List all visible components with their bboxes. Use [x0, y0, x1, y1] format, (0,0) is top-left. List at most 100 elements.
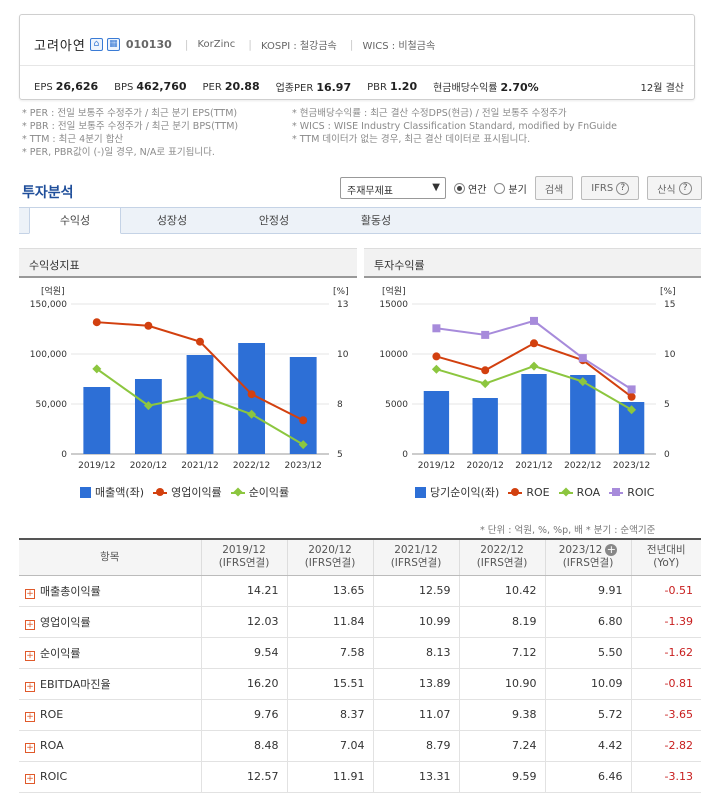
radio-annual[interactable]: 연간: [454, 181, 486, 196]
table-row[interactable]: + EBITDA마진율 16.20 15.51 13.89 10.90 10.09 -0.81: [19, 668, 701, 700]
expand-icon[interactable]: +: [25, 681, 35, 692]
divider: |: [349, 38, 354, 51]
data-point: [480, 379, 490, 389]
legend-label: ROIC: [627, 485, 655, 499]
table-row[interactable]: + 순이익률 9.54 7.58 8.13 7.12 5.50 -1.62: [19, 637, 701, 669]
table-row[interactable]: + ROE 9.76 8.37 11.07 9.38 5.72 -3.65: [19, 699, 701, 731]
add-column-icon[interactable]: +: [605, 543, 618, 557]
table-row[interactable]: + 영업이익률 12.03 11.84 10.99 8.19 6.80 -1.39: [19, 606, 701, 638]
row-label-cell[interactable]: + 영업이익률: [19, 606, 201, 638]
expand-icon[interactable]: +: [25, 742, 35, 753]
yoy-cell: -1.39: [630, 606, 701, 638]
header-label: 전년대비: [646, 544, 686, 557]
legend-label: 순이익률: [248, 486, 290, 499]
search-button[interactable]: 검색: [534, 176, 574, 200]
company-name: 고려아연: [34, 39, 86, 54]
footnote: * PER, PBR값이 (-)일 경우, N/A로 표기됩니다.: [22, 147, 215, 158]
left-tick-label: 0: [402, 450, 408, 460]
header-label: 2020/12: [308, 544, 352, 557]
divider: |: [184, 38, 189, 51]
expand-icon[interactable]: +: [25, 711, 35, 722]
row-label-cell[interactable]: + EBITDA마진율: [19, 668, 201, 700]
button-label: 산식: [657, 184, 676, 196]
bar: [186, 355, 214, 454]
stat-label: PER: [202, 82, 222, 93]
row-label: EBITDA마진율: [40, 677, 111, 691]
table-row[interactable]: + ROA 8.48 7.04 8.79 7.24 4.42 -2.82: [19, 730, 701, 762]
column-header: 항목: [19, 538, 201, 576]
x-tick-label: 2023/12: [285, 461, 322, 471]
legend-label: 영업이익률: [171, 486, 222, 499]
data-point: [432, 324, 441, 333]
row-label-cell[interactable]: + ROIC: [19, 761, 201, 793]
diamond-marker-icon: [561, 486, 571, 497]
expand-icon[interactable]: +: [25, 588, 35, 599]
right-tick-label: 5: [664, 400, 670, 410]
building-icon[interactable]: ▦: [106, 38, 120, 51]
footnotes-left: * PER : 전일 보통주 수정주가 / 최근 분기 EPS(TTM) * P…: [22, 107, 292, 159]
radio-quarter[interactable]: 분기: [494, 181, 527, 196]
footnote: * WICS : WISE Industry Classification St…: [292, 121, 618, 132]
stat-label: BPS: [114, 82, 134, 93]
x-tick-label: 2021/12: [181, 461, 218, 471]
value-cell: 8.13: [372, 637, 459, 669]
ifrs-button[interactable]: IFRS?: [581, 176, 640, 200]
row-label-cell[interactable]: + ROA: [19, 730, 201, 762]
footnote: * TTM 데이터가 없는 경우, 최근 결산 데이터로 표시됩니다.: [292, 134, 531, 145]
value-cell: 8.48: [200, 730, 287, 762]
expand-icon[interactable]: +: [25, 650, 35, 661]
square-marker-icon: [612, 487, 621, 496]
tab-activity[interactable]: 활동성: [360, 214, 392, 227]
company-header: 고려아연 ⌂ ▦ 010130 | KorZinc | KOSPI : 철강금속…: [34, 35, 435, 54]
statement-type-select[interactable]: 주재무제표 ▼: [340, 177, 446, 199]
stat-value: 2.70%: [500, 81, 539, 94]
row-label-cell[interactable]: + 순이익률: [19, 637, 201, 669]
yoy-cell: -0.81: [630, 668, 701, 700]
value-cell: 11.91: [286, 761, 373, 793]
header-label: 2023/12: [558, 544, 603, 557]
legend-label: 당기순이익(좌): [430, 486, 500, 499]
value-cell: 14.21: [200, 575, 287, 607]
legend-item: 매출액(좌): [80, 484, 144, 500]
table-row[interactable]: + 매출총이익률 14.21 13.65 12.59 10.42 9.91 -0.51: [19, 575, 701, 607]
panel-title-returns: 투자수익률: [364, 248, 701, 278]
data-point: [431, 364, 441, 374]
row-label-cell[interactable]: + ROE: [19, 699, 201, 731]
expand-icon[interactable]: +: [25, 619, 35, 630]
stat-industry-per: 업종PER 16.97: [276, 79, 352, 94]
formula-button[interactable]: 산식?: [647, 176, 702, 200]
header-sublabel: (YoY): [653, 557, 680, 570]
left-tick-label: 0: [61, 450, 67, 460]
home-icon[interactable]: ⌂: [89, 38, 103, 51]
footnote: * PBR : 전일 보통주 수정주가 / 최근 분기 BPS(TTM): [22, 121, 239, 132]
data-point: [298, 440, 308, 450]
radio-label: 연간: [468, 184, 487, 196]
right-tick-label: 10: [664, 350, 676, 360]
value-cell: 11.84: [286, 606, 373, 638]
chevron-down-icon: ▼: [432, 182, 440, 193]
tab-growth[interactable]: 성장성: [156, 214, 188, 227]
table-row[interactable]: + ROIC 12.57 11.91 13.31 9.59 6.46 -3.13: [19, 761, 701, 793]
row-label-cell[interactable]: + 매출총이익률: [19, 575, 201, 607]
kospi-sector: KOSPI : 철강금속: [260, 41, 337, 52]
column-header: 2023/12 + (IFRS연결): [544, 538, 631, 576]
unit-note: * 단위 : 억원, %, %p, 배 * 분기 : 순액기준: [480, 525, 656, 536]
yoy-cell: -3.13: [630, 761, 701, 793]
radio-dot: [454, 182, 465, 194]
legend-profitability: 매출액(좌) 영업이익률 순이익률: [80, 484, 298, 500]
expand-icon[interactable]: +: [25, 773, 35, 784]
wics-sector: WICS : 비철금속: [362, 41, 436, 52]
tab-stability[interactable]: 안정성: [258, 214, 290, 227]
tab-profitability[interactable]: 수익성: [29, 207, 121, 234]
value-cell: 10.42: [458, 575, 545, 607]
analysis-tabs: 수익성 성장성 안정성 활동성: [19, 207, 701, 234]
left-tick-label: 150,000: [30, 300, 67, 310]
data-point: [144, 321, 153, 330]
analysis-controls: 주재무제표 ▼ 연간 분기 검색 IFRS? 산식?: [340, 176, 702, 200]
help-icon: ?: [678, 181, 692, 195]
left-tick-label: 5000: [385, 400, 408, 410]
circle-marker-icon: [156, 487, 165, 496]
data-point: [432, 352, 441, 361]
select-value: 주재무제표: [347, 186, 393, 197]
data-point: [481, 366, 490, 375]
